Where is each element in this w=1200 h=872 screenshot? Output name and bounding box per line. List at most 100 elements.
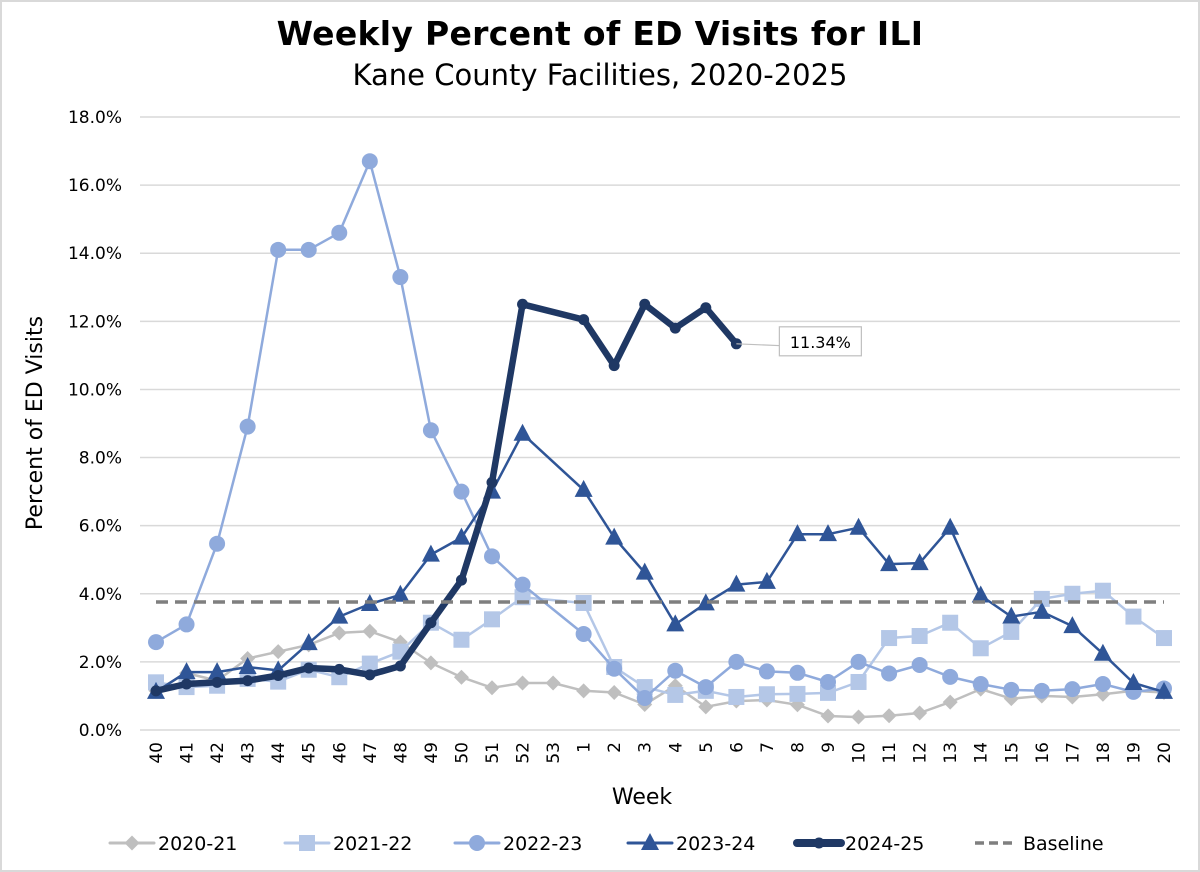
data-point xyxy=(574,479,593,497)
data-point xyxy=(850,653,867,670)
x-tick-label: 49 xyxy=(422,742,442,764)
x-tick-label: 50 xyxy=(452,742,472,764)
x-tick-label: 14 xyxy=(972,742,992,764)
data-point xyxy=(421,544,440,562)
data-point xyxy=(972,640,989,657)
series-line xyxy=(154,629,1166,719)
gridlines xyxy=(140,116,1180,731)
data-point xyxy=(727,574,746,592)
x-tick-label: 46 xyxy=(330,742,350,764)
data-point xyxy=(361,655,378,672)
data-point xyxy=(453,483,470,500)
data-point xyxy=(606,685,622,701)
data-point xyxy=(453,631,470,648)
x-tick-label: 47 xyxy=(361,742,381,764)
data-point xyxy=(1094,582,1111,599)
data-point xyxy=(484,611,500,628)
data-point xyxy=(1032,601,1051,619)
data-point xyxy=(972,676,989,693)
data-point xyxy=(1003,623,1020,640)
data-point xyxy=(758,686,775,703)
data-point xyxy=(1064,585,1081,602)
data-point xyxy=(635,562,654,580)
data-point xyxy=(813,837,825,849)
data-point xyxy=(211,676,223,688)
x-tick-label: 12 xyxy=(911,742,931,764)
data-point xyxy=(514,576,531,593)
x-tick-label: 9 xyxy=(819,742,839,753)
legend-label: 2021-22 xyxy=(333,833,412,855)
data-point xyxy=(605,527,624,545)
data-point xyxy=(148,634,164,651)
x-tick-label: 18 xyxy=(1094,742,1114,764)
data-point xyxy=(1063,616,1082,634)
chart-subtitle: Kane County Facilities, 2020-2025 xyxy=(352,58,848,92)
y-tick-label: 4.0% xyxy=(79,585,122,605)
data-point xyxy=(1033,682,1050,699)
data-point xyxy=(272,670,284,682)
data-point xyxy=(880,554,899,572)
legend-item-2020-21: 2020-21 xyxy=(108,833,237,855)
x-tick-label: 19 xyxy=(1124,742,1144,764)
series-2024-25 xyxy=(150,298,742,697)
data-point xyxy=(578,314,590,326)
x-tick-label: 4 xyxy=(666,742,686,753)
y-tick-label: 8.0% xyxy=(79,449,122,469)
data-point xyxy=(469,835,485,851)
x-tick-label: 6 xyxy=(727,742,747,753)
legend-label: 2022-23 xyxy=(503,833,582,855)
series-2022-23 xyxy=(148,153,1172,706)
legend-item-2021-22: 2021-22 xyxy=(283,833,412,855)
data-point xyxy=(422,422,439,439)
data-point xyxy=(238,656,257,674)
data-point xyxy=(728,653,745,670)
data-point xyxy=(608,360,620,372)
series-layer xyxy=(147,153,1173,725)
annotations: 11.34% xyxy=(736,326,862,357)
y-tick-label: 14.0% xyxy=(68,244,122,264)
data-point xyxy=(942,614,959,631)
data-point xyxy=(486,476,498,488)
annotation-label: 11.34% xyxy=(790,333,851,352)
series-2023-24 xyxy=(147,423,1173,699)
annotation-box xyxy=(778,326,862,357)
data-point xyxy=(698,699,714,715)
data-point xyxy=(1124,673,1143,691)
data-point xyxy=(1156,630,1172,647)
data-point xyxy=(178,616,195,633)
data-point xyxy=(911,656,928,673)
data-point xyxy=(453,669,469,685)
data-point xyxy=(942,694,958,710)
x-tick-label: 41 xyxy=(178,742,198,764)
data-point xyxy=(942,668,959,685)
y-tick-label: 2.0% xyxy=(79,653,122,673)
data-point xyxy=(484,680,500,696)
data-point xyxy=(667,686,684,703)
x-axis-title: Week xyxy=(612,785,673,810)
data-point xyxy=(881,630,898,647)
data-point xyxy=(270,644,286,660)
data-point xyxy=(452,527,471,545)
data-point xyxy=(270,241,287,258)
data-point xyxy=(1094,676,1111,693)
x-tick-label: 10 xyxy=(850,742,870,764)
data-point xyxy=(517,298,529,310)
data-point xyxy=(881,708,897,724)
data-point xyxy=(757,571,776,589)
data-point xyxy=(910,553,929,571)
x-tick-label: 45 xyxy=(300,742,320,764)
legend-label: 2020-21 xyxy=(158,833,237,855)
data-point xyxy=(1155,681,1173,699)
y-tick-label: 12.0% xyxy=(68,312,122,332)
x-tick-label: 2 xyxy=(605,742,625,753)
x-tick-label: 48 xyxy=(391,742,411,764)
data-point xyxy=(455,574,467,586)
data-point xyxy=(697,679,714,696)
legend-label: Baseline xyxy=(1023,833,1104,855)
x-tick-label: 43 xyxy=(239,742,259,764)
data-point xyxy=(789,664,806,681)
data-point xyxy=(209,535,226,552)
data-point xyxy=(177,662,196,680)
